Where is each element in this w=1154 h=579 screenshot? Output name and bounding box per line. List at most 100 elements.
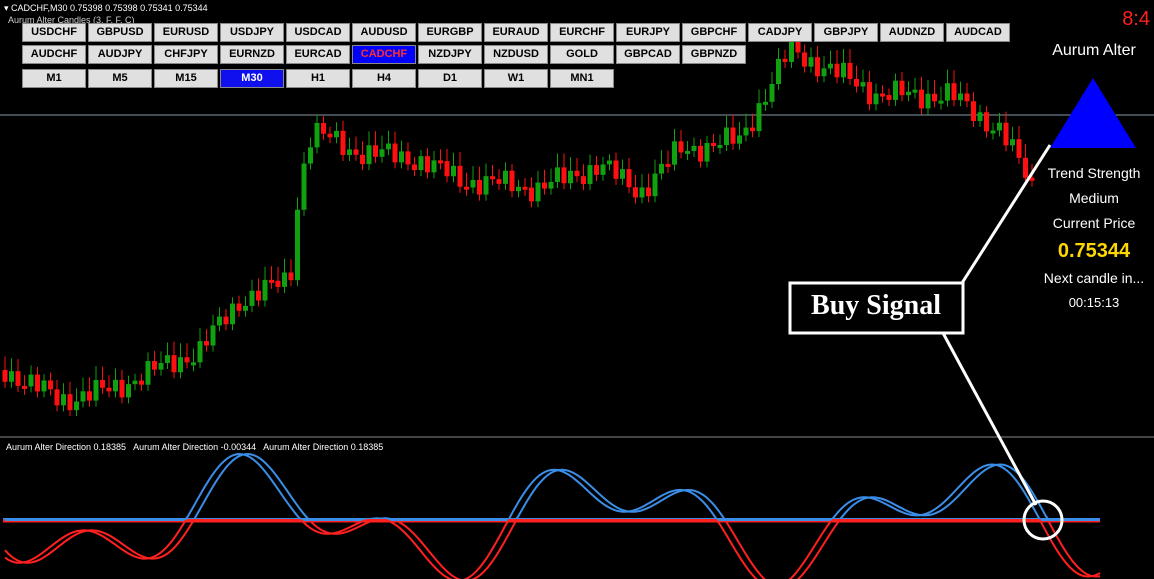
symbol-button[interactable]: GBPUSD — [88, 23, 152, 42]
indicator-name: Aurum Alter Candles (3, F, F, C) — [8, 15, 135, 25]
candle-body — [581, 176, 586, 185]
candle-body — [1023, 157, 1028, 178]
candle-body — [977, 112, 983, 122]
signal-box — [788, 281, 965, 335]
symbol-button[interactable]: AUDCAD — [946, 23, 1010, 42]
candle-body — [561, 167, 567, 184]
candle-body — [113, 379, 118, 392]
candle-body — [555, 167, 560, 182]
symbol-button[interactable]: EURNZD — [220, 45, 284, 64]
oscillator-line — [5, 452, 1100, 521]
candle-body — [145, 361, 151, 385]
candle-body — [366, 145, 372, 165]
symbol-button[interactable]: NZDJPY — [418, 45, 482, 64]
candle-body — [301, 163, 307, 210]
buy-arrow — [1050, 78, 1136, 148]
candle-body — [919, 89, 924, 109]
candle-body — [217, 316, 222, 326]
signal-text: Buy Signal — [811, 290, 941, 321]
timeframe-button[interactable]: M5 — [88, 69, 152, 88]
candle-body — [964, 93, 970, 102]
candle-body — [503, 170, 508, 184]
candle-body — [925, 93, 931, 109]
candle-body — [87, 391, 92, 401]
timeframe-button[interactable]: MN1 — [550, 69, 614, 88]
candle-body — [607, 160, 612, 165]
candle-body — [230, 303, 235, 325]
candle-body — [1010, 139, 1015, 146]
timeframe-button[interactable]: H1 — [286, 69, 350, 88]
candle-body — [451, 165, 456, 177]
symbol-button[interactable]: CADCHF — [352, 45, 416, 64]
candle-body — [971, 101, 976, 122]
candle-body — [15, 371, 21, 386]
countdown: 00:15:13 — [1068, 295, 1120, 310]
candle-body — [899, 80, 905, 96]
candle-body — [542, 182, 547, 189]
candle-body — [197, 341, 203, 363]
candle-body — [236, 303, 242, 311]
symbol-button[interactable]: GBPCAD — [616, 45, 680, 64]
symbol-button[interactable]: GBPJPY — [814, 23, 878, 42]
symbol-button[interactable]: EURUSD — [154, 23, 218, 42]
candle-body — [711, 142, 716, 146]
symbol-button[interactable]: AUDNZD — [880, 23, 944, 42]
symbol-button[interactable]: CADJPY — [748, 23, 812, 42]
timeframe-button[interactable]: H4 — [352, 69, 416, 88]
symbol-button[interactable]: AUDUSD — [352, 23, 416, 42]
symbol-button[interactable]: AUDCHF — [22, 45, 86, 64]
symbol-button[interactable]: NZDUSD — [484, 45, 548, 64]
symbol-button[interactable]: GOLD — [550, 45, 614, 64]
candle-body — [158, 362, 164, 370]
candle-body — [74, 401, 79, 411]
candle-body — [184, 357, 190, 363]
candle-body — [483, 176, 489, 195]
symbol-button[interactable]: GBPCHF — [682, 23, 746, 42]
candle-body — [763, 101, 768, 105]
symbol-button[interactable]: USDCHF — [22, 23, 86, 42]
candle-body — [997, 122, 1002, 131]
timeframe-button[interactable]: D1 — [418, 69, 482, 88]
candle-body — [984, 112, 989, 132]
symbol-button[interactable]: USDCAD — [286, 23, 350, 42]
symbol-button[interactable]: GBPNZD — [682, 45, 746, 64]
candle-body — [802, 52, 807, 67]
symbol-button[interactable]: EURGBP — [418, 23, 482, 42]
candle-body — [80, 391, 86, 402]
candle-body — [379, 149, 385, 157]
candles — [2, 32, 1035, 417]
candle-body — [191, 362, 196, 366]
symbol-button[interactable]: EURCHF — [550, 23, 614, 42]
timeframe-button[interactable]: M1 — [22, 69, 86, 88]
candle-body — [659, 163, 664, 174]
timeframe-button[interactable]: M15 — [154, 69, 218, 88]
symbol-button[interactable]: USDJPY — [220, 23, 284, 42]
candle-body — [600, 164, 606, 175]
oscillator-line — [4, 519, 1101, 579]
candle-body — [22, 385, 27, 389]
symbol-button[interactable]: EURJPY — [616, 23, 680, 42]
candle-body — [412, 164, 417, 171]
symbol-button[interactable]: EURCAD — [286, 45, 350, 64]
candle-body — [178, 357, 183, 373]
symbol-line: CADCHF,M30 0.75398 0.75398 0.75341 0.753… — [11, 3, 208, 13]
candle-body — [353, 149, 359, 155]
symbol-button[interactable]: AUDJPY — [88, 45, 152, 64]
symbol-button[interactable]: EURAUD — [484, 23, 548, 42]
candle-body — [724, 127, 729, 145]
candle-body — [48, 380, 53, 390]
candle-body — [672, 141, 677, 165]
candle-body — [256, 290, 261, 301]
candle-body — [529, 187, 534, 202]
symbol-button[interactable]: CHFJPY — [154, 45, 218, 64]
timeframe-button[interactable]: M30 — [220, 69, 284, 88]
candle-body — [269, 279, 274, 283]
candle-body — [886, 95, 892, 100]
indicator-label: Aurum Alter Direction 0.18385 — [263, 442, 384, 452]
candle-body — [470, 180, 476, 188]
candle-body — [828, 63, 833, 69]
timeframe-button[interactable]: W1 — [484, 69, 548, 88]
trend-value: Medium — [1069, 190, 1119, 206]
candle-body — [912, 89, 918, 93]
candle-body — [399, 151, 404, 163]
